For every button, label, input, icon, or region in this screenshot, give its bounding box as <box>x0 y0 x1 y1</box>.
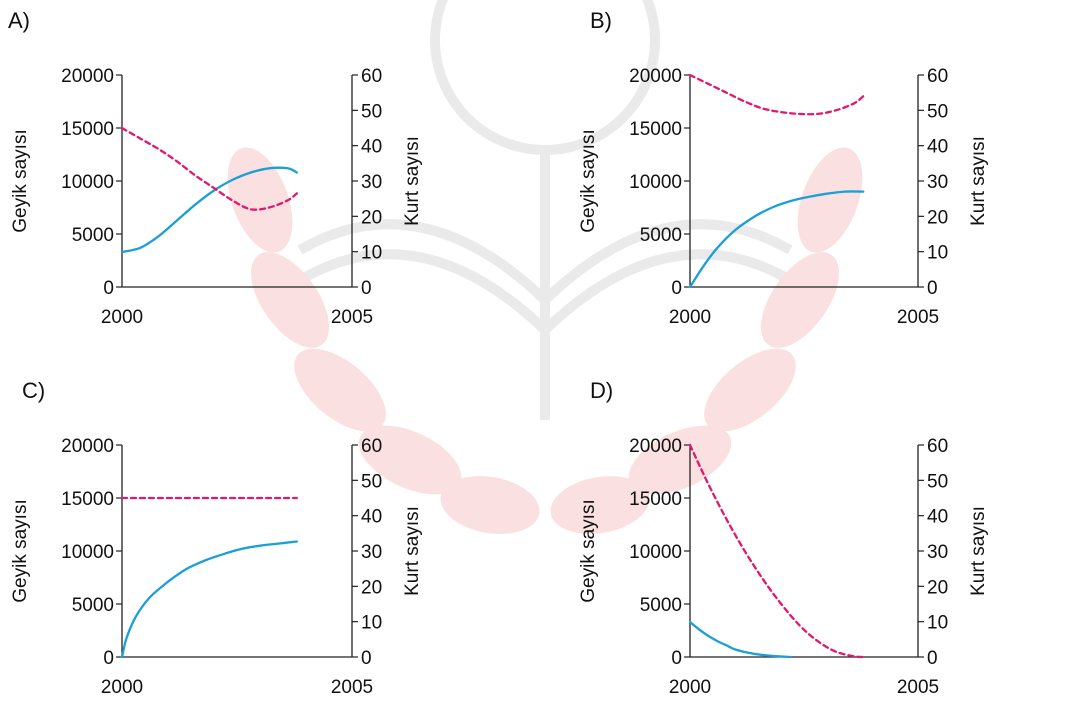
right-axis-title: Kurt sayısı <box>968 136 989 226</box>
left-tick-label: 10000 <box>629 172 682 193</box>
panel-label: B) <box>590 8 612 33</box>
x-tick-label: 2005 <box>897 307 939 328</box>
x-tick-label: 2005 <box>897 677 939 698</box>
right-tick-label: 40 <box>927 137 948 158</box>
right-axis-title: Kurt sayısı <box>968 506 989 596</box>
x-tick-label: 2005 <box>331 307 373 328</box>
x-tick-label: 2000 <box>101 677 143 698</box>
watermark-emblem <box>227 0 863 534</box>
right-tick-label: 20 <box>927 577 948 598</box>
right-tick-label: 10 <box>927 243 948 264</box>
left-tick-label: 15000 <box>61 489 114 510</box>
left-axis-title: Geyik sayısı <box>578 129 599 232</box>
right-tick-label: 0 <box>361 278 372 299</box>
panel-label: D) <box>590 378 613 403</box>
right-tick-label: 40 <box>927 507 948 528</box>
right-tick-label: 50 <box>361 471 382 492</box>
right-axis-title: Kurt sayısı <box>402 136 423 226</box>
left-tick-label: 5000 <box>72 595 114 616</box>
left-tick-label: 0 <box>671 278 682 299</box>
deer-series-line <box>688 620 792 659</box>
x-tick-label: 2005 <box>331 677 373 698</box>
right-tick-label: 20 <box>927 207 948 228</box>
right-tick-label: 0 <box>927 278 938 299</box>
left-tick-label: 15000 <box>61 119 114 140</box>
left-tick-label: 20000 <box>629 66 682 87</box>
x-tick-label: 2000 <box>669 677 711 698</box>
right-tick-label: 30 <box>361 542 382 563</box>
wolf-series-line <box>688 73 865 116</box>
left-tick-label: 15000 <box>629 489 682 510</box>
right-tick-label: 10 <box>927 613 948 634</box>
right-tick-label: 50 <box>361 101 382 122</box>
right-tick-label: 40 <box>361 137 382 158</box>
right-tick-label: 0 <box>361 648 372 669</box>
wolf-series-line <box>120 126 298 211</box>
chart-panel-3: C) 0 5000 10000 15000 20000 0 10 20 30 40 50 60 2000 2… <box>10 378 423 698</box>
panel-label: A) <box>8 8 30 33</box>
right-tick-label: 60 <box>927 436 948 457</box>
right-tick-label: 40 <box>361 507 382 528</box>
left-tick-label: 20000 <box>61 66 114 87</box>
right-tick-label: 20 <box>361 577 382 598</box>
left-tick-label: 5000 <box>72 225 114 246</box>
left-axis-title: Geyik sayısı <box>10 129 31 232</box>
right-tick-label: 10 <box>361 243 382 264</box>
panel-label: C) <box>22 378 45 403</box>
deer-series-line <box>120 540 298 659</box>
right-tick-label: 30 <box>927 172 948 193</box>
right-tick-label: 60 <box>361 436 382 457</box>
x-tick-label: 2000 <box>669 307 711 328</box>
left-axis-title: Geyik sayısı <box>578 499 599 602</box>
left-tick-label: 10000 <box>629 542 682 563</box>
right-tick-label: 60 <box>927 66 948 87</box>
left-tick-label: 0 <box>103 648 114 669</box>
right-tick-label: 30 <box>927 542 948 563</box>
left-tick-label: 5000 <box>640 225 682 246</box>
left-tick-label: 20000 <box>629 436 682 457</box>
left-tick-label: 10000 <box>61 172 114 193</box>
right-tick-label: 50 <box>927 471 948 492</box>
chart-panel-4: D) 0 5000 10000 15000 20000 0 10 20 30 40 50 60 2000 2… <box>578 378 989 698</box>
x-tick-label: 2000 <box>101 307 143 328</box>
right-tick-label: 0 <box>927 648 938 669</box>
right-tick-label: 20 <box>361 207 382 228</box>
left-tick-label: 10000 <box>61 542 114 563</box>
left-tick-label: 20000 <box>61 436 114 457</box>
left-tick-label: 0 <box>103 278 114 299</box>
right-tick-label: 50 <box>927 101 948 122</box>
left-tick-label: 0 <box>671 648 682 669</box>
right-tick-label: 30 <box>361 172 382 193</box>
left-tick-label: 5000 <box>640 595 682 616</box>
chart-panel-2: B) 0 5000 10000 15000 20000 0 10 20 30 40 50 60 2000 2… <box>578 8 989 328</box>
left-axis-title: Geyik sayısı <box>10 499 31 602</box>
deer-series-line <box>688 190 865 289</box>
wolf-series-line <box>688 443 865 659</box>
right-tick-label: 60 <box>361 66 382 87</box>
deer-series-line <box>120 166 298 254</box>
right-axis-title: Kurt sayısı <box>402 506 423 596</box>
right-tick-label: 10 <box>361 613 382 634</box>
left-tick-label: 15000 <box>629 119 682 140</box>
chart-panel-1: A) 0 5000 10000 15000 20000 0 10 20 30 40 50 60 2000 2… <box>8 8 423 328</box>
